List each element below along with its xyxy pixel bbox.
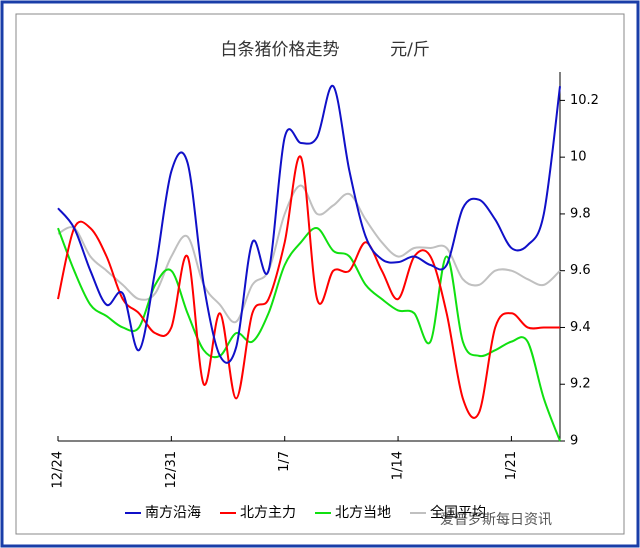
- y-tick-label: 9.8: [570, 206, 591, 221]
- legend-label: 全国平均: [430, 504, 486, 521]
- y-tick-label: 10.2: [570, 93, 599, 108]
- y-tick-label: 9.6: [570, 263, 591, 278]
- plot-frame: [15, 13, 625, 535]
- y-tick-label: 9.2: [570, 377, 591, 392]
- y-tick-label: 9.4: [570, 320, 591, 335]
- x-tick-label: 1/14: [391, 451, 406, 480]
- unit: 元/斤: [390, 40, 430, 60]
- legend-label: 北方主力: [240, 505, 296, 521]
- series-line: [57, 85, 561, 364]
- legend-label: 北方当地: [335, 505, 391, 521]
- watermark: 爱普罗斯每日资讯: [440, 512, 552, 528]
- series-line: [57, 184, 561, 324]
- x-tick-label: 12/24: [51, 451, 66, 488]
- x-tick-label: 12/31: [164, 451, 179, 488]
- legend-label: 南方沿海: [145, 505, 201, 521]
- chart-title: 白条猪价格走势: [221, 40, 340, 60]
- x-tick-label: 1/21: [504, 451, 519, 480]
- series-line: [57, 227, 561, 442]
- y-tick-label: 9: [570, 434, 578, 449]
- y-tick-label: 10: [570, 150, 587, 165]
- x-tick-label: 1/7: [277, 451, 292, 472]
